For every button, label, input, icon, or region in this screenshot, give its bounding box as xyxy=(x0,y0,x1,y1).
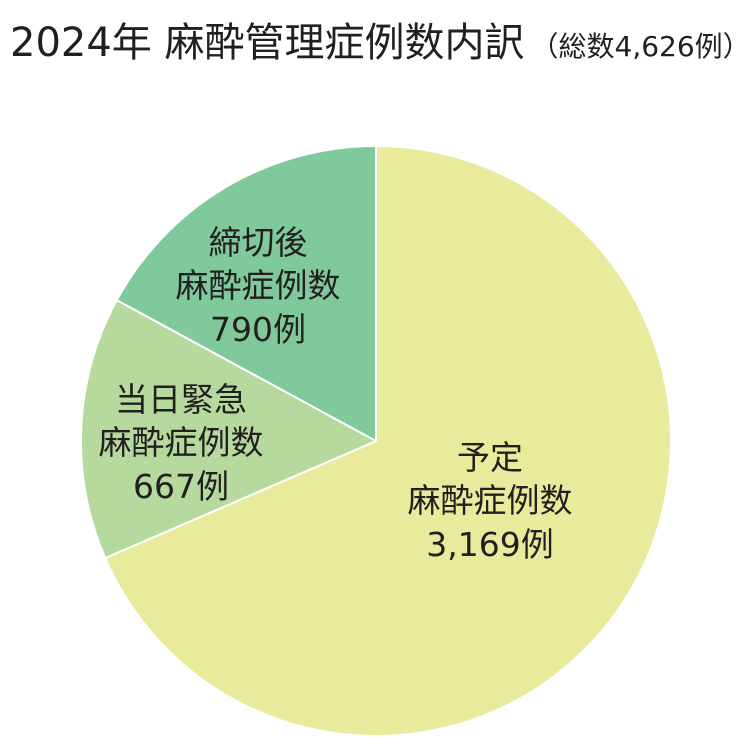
chart-subtitle: （総数4,626例） xyxy=(531,30,751,63)
slice-label-line: 麻酔症例数 xyxy=(176,266,341,305)
slice-label-line: 締切後 xyxy=(209,223,308,262)
slice-label-line: 予定 xyxy=(457,438,523,477)
slice-label-line: 麻酔症例数 xyxy=(408,481,573,520)
slice-label-same-day-emergency: 当日緊急 麻酔症例数 667例 xyxy=(99,380,264,506)
slice-value-label: 3,169例 xyxy=(426,525,553,564)
chart-title: 2024年 麻酔管理症例数内訳 （総数4,626例） xyxy=(10,20,751,66)
chart-title-main: 2024年 麻酔管理症例数内訳 xyxy=(10,20,525,66)
pie-slice-same-day-emergency xyxy=(80,299,377,560)
slice-label-after-deadline: 締切後 麻酔症例数 790例 xyxy=(176,223,341,349)
pie-slice-scheduled xyxy=(104,145,672,737)
slice-label-scheduled: 予定 麻酔症例数 3,169例 xyxy=(408,438,573,564)
slice-value-label: 667例 xyxy=(133,467,229,506)
slice-label-line: 麻酔症例数 xyxy=(99,423,264,462)
pie-slices xyxy=(80,145,672,737)
pie-slice-after-deadline xyxy=(115,145,377,442)
slice-label-line: 当日緊急 xyxy=(115,380,247,419)
slice-value-label: 790例 xyxy=(210,310,306,349)
